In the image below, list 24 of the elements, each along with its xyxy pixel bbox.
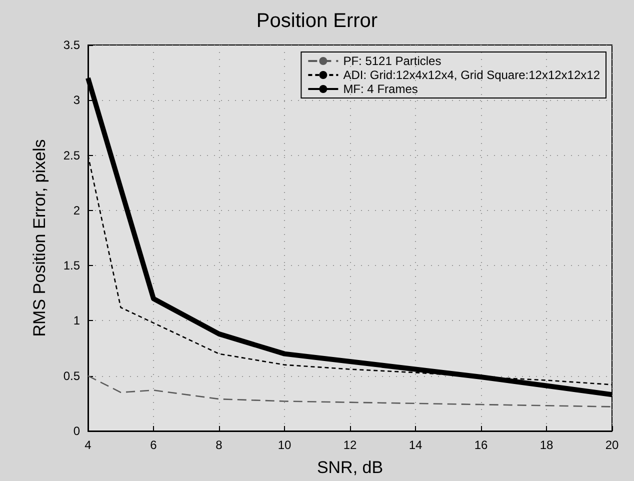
legend-label: PF: 5121 Particles: [343, 54, 442, 68]
y-tick-label: 2: [73, 203, 80, 218]
legend-label: ADI: Grid:12x4x12x4, Grid Square:12x12x12x12: [343, 68, 600, 82]
x-tick-label: 8: [216, 438, 223, 452]
y-tick-label: 0.5: [63, 368, 80, 383]
y-tick-label: 0: [73, 424, 80, 438]
y-tick-label: 1: [73, 314, 80, 328]
x-tick-label: 16: [474, 438, 488, 452]
y-tick-label: 3.5: [63, 38, 80, 52]
line-series: [87, 375, 613, 408]
y-tick-label: 3: [73, 93, 80, 108]
x-tick-label: 6: [150, 438, 158, 452]
y-tick-label: 1.5: [63, 258, 80, 273]
x-tick-label: 14: [408, 438, 422, 452]
y-tick-label: 2.5: [63, 148, 80, 162]
chart-title: Position Error: [256, 10, 378, 32]
legend-label: MF: 4 Frames: [343, 82, 418, 96]
x-tick-label: 18: [540, 438, 554, 452]
y-axis-title: RMS Position Error, pixels: [30, 139, 49, 337]
x-tick-label: 20: [605, 438, 619, 452]
x-axis-title: SNR, dB: [316, 458, 384, 477]
x-tick-label: 10: [278, 438, 292, 452]
x-tick-label: 12: [343, 438, 357, 452]
x-tick-label: 4: [84, 438, 92, 452]
